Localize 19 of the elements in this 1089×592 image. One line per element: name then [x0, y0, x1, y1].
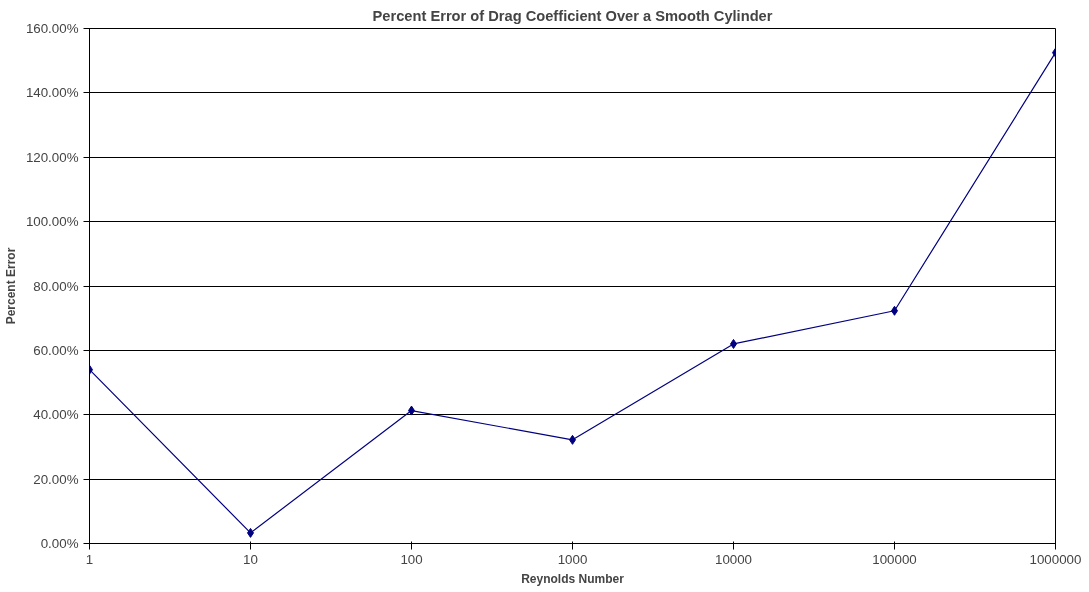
x-tick-label: 10000: [714, 551, 753, 567]
x-axis-title: Reynolds Number: [521, 571, 625, 586]
x-tick-label: 1000000: [1029, 551, 1082, 567]
y-axis-title: Percent Error: [3, 247, 18, 325]
y-tick-label: 60.00%: [33, 342, 79, 358]
chart-title: Percent Error of Drag Coefficient Over a Smooth Cylinder: [372, 7, 773, 24]
x-tick-label: 1: [85, 551, 94, 567]
y-tick-label: 120.00%: [25, 149, 79, 165]
y-tick-label: 20.00%: [33, 471, 79, 487]
y-tick-label: 40.00%: [33, 407, 79, 423]
y-tick-label: 100.00%: [25, 214, 79, 230]
y-tick-label: 140.00%: [25, 85, 79, 101]
y-tick-label: 80.00%: [33, 278, 79, 294]
x-tick-label: 100000: [872, 551, 917, 567]
y-tick-label: 0.00%: [40, 536, 79, 551]
x-tick-label: 1000: [557, 551, 588, 567]
y-tick-label: 160.00%: [25, 21, 79, 36]
x-tick-label: 100: [400, 551, 423, 567]
x-tick-label: 10: [243, 551, 258, 567]
